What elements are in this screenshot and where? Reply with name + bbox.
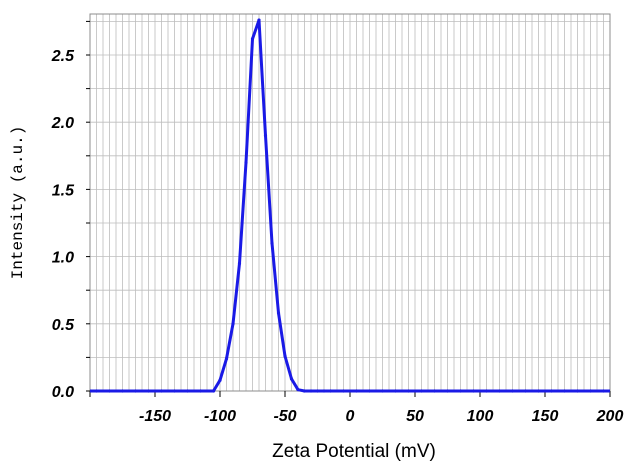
data-point: [328, 389, 333, 393]
x-tick-label: 200: [596, 408, 624, 425]
data-point: [250, 37, 255, 41]
data-point: [393, 389, 398, 393]
data-point: [484, 389, 489, 393]
data-point: [432, 389, 437, 393]
data-point: [231, 322, 235, 326]
data-point: [367, 389, 372, 393]
data-point: [380, 389, 385, 393]
data-point: [276, 311, 281, 315]
data-point: [244, 160, 248, 165]
data-point: [185, 389, 190, 393]
y-tick-label: 0.5: [52, 317, 75, 334]
data-point: [146, 389, 151, 393]
data-point: [257, 18, 261, 22]
series-layer: [90, 18, 610, 393]
data-point: [283, 354, 287, 358]
data-point: [120, 389, 125, 393]
data-point: [94, 389, 99, 393]
data-point: [510, 389, 515, 393]
y-tick-label: 2.5: [51, 48, 75, 65]
data-point: [263, 134, 268, 138]
data-point: [322, 389, 326, 393]
data-point: [172, 389, 177, 393]
data-point: [296, 388, 300, 392]
data-point: [237, 261, 242, 265]
data-point: [354, 389, 359, 393]
data-point: [270, 241, 274, 245]
data-point: [523, 389, 528, 393]
x-axis-title: Zeta Potential (mV): [272, 441, 436, 462]
x-tick-label: -50: [273, 408, 296, 425]
x-tick-labels: -150 -100 -50 0 50 100 150 200: [139, 408, 623, 425]
data-point: [341, 389, 346, 393]
data-point: [289, 377, 294, 381]
x-tick-label: 0: [346, 408, 355, 425]
y-tick-label: 0.0: [52, 384, 74, 401]
data-point: [588, 389, 593, 393]
x-tick-label: 150: [532, 408, 559, 425]
y-tick-label: 2.0: [51, 115, 74, 132]
y-tick-label: 1.0: [52, 250, 74, 267]
data-point: [536, 389, 541, 393]
y-axis-title: Intensity (a.u.): [9, 126, 27, 280]
data-point: [575, 389, 580, 393]
data-point: [406, 389, 411, 393]
data-point: [549, 389, 554, 393]
data-point: [309, 389, 313, 393]
data-point: [601, 389, 606, 393]
data-point: [159, 389, 164, 393]
data-point: [302, 389, 307, 393]
data-point: [315, 389, 320, 393]
x-tick-label: 50: [406, 408, 424, 425]
data-point: [419, 389, 424, 393]
data-point: [133, 389, 138, 393]
data-point: [445, 389, 450, 393]
data-point: [218, 378, 222, 382]
data-point: [198, 389, 203, 393]
data-point: [458, 389, 463, 393]
tick-marks: [86, 20, 611, 397]
y-tick-label: 1.5: [52, 182, 75, 199]
data-point: [497, 389, 502, 393]
data-point: [471, 389, 476, 393]
data-point: [562, 389, 567, 393]
data-point: [211, 389, 216, 393]
grid: [89, 14, 611, 392]
data-point: [107, 389, 112, 393]
data-point: [224, 357, 229, 361]
x-tick-label: -150: [139, 408, 171, 425]
x-tick-label: -100: [204, 408, 236, 425]
x-tick-label: 100: [467, 408, 494, 425]
y-tick-labels: 0.0 0.5 1.0 1.5 2.0 2.5: [51, 48, 75, 401]
